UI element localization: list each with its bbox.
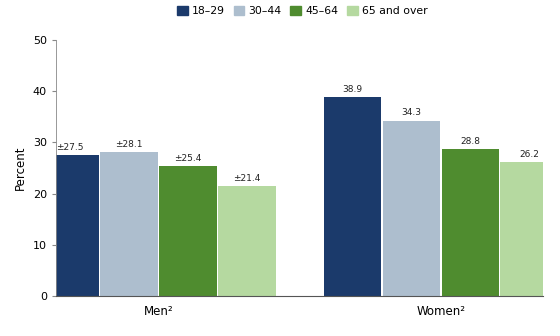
Bar — [501, 162, 558, 296]
Bar — [218, 186, 276, 296]
Bar — [41, 155, 99, 296]
Legend: 18–29, 30–44, 45–64, 65 and over: 18–29, 30–44, 45–64, 65 and over — [172, 2, 432, 21]
Text: 38.9: 38.9 — [342, 85, 362, 94]
Y-axis label: Percent: Percent — [15, 146, 27, 190]
Text: ±21.4: ±21.4 — [234, 174, 261, 183]
Bar — [160, 166, 217, 296]
Bar — [382, 121, 440, 296]
Text: ±27.5: ±27.5 — [57, 143, 84, 152]
Text: 28.8: 28.8 — [460, 136, 480, 145]
Text: 34.3: 34.3 — [401, 109, 421, 118]
Text: ±25.4: ±25.4 — [174, 154, 202, 163]
Bar — [441, 149, 499, 296]
Text: 26.2: 26.2 — [519, 150, 539, 159]
Bar — [324, 97, 381, 296]
Text: ±28.1: ±28.1 — [115, 140, 143, 149]
Bar — [100, 152, 158, 296]
